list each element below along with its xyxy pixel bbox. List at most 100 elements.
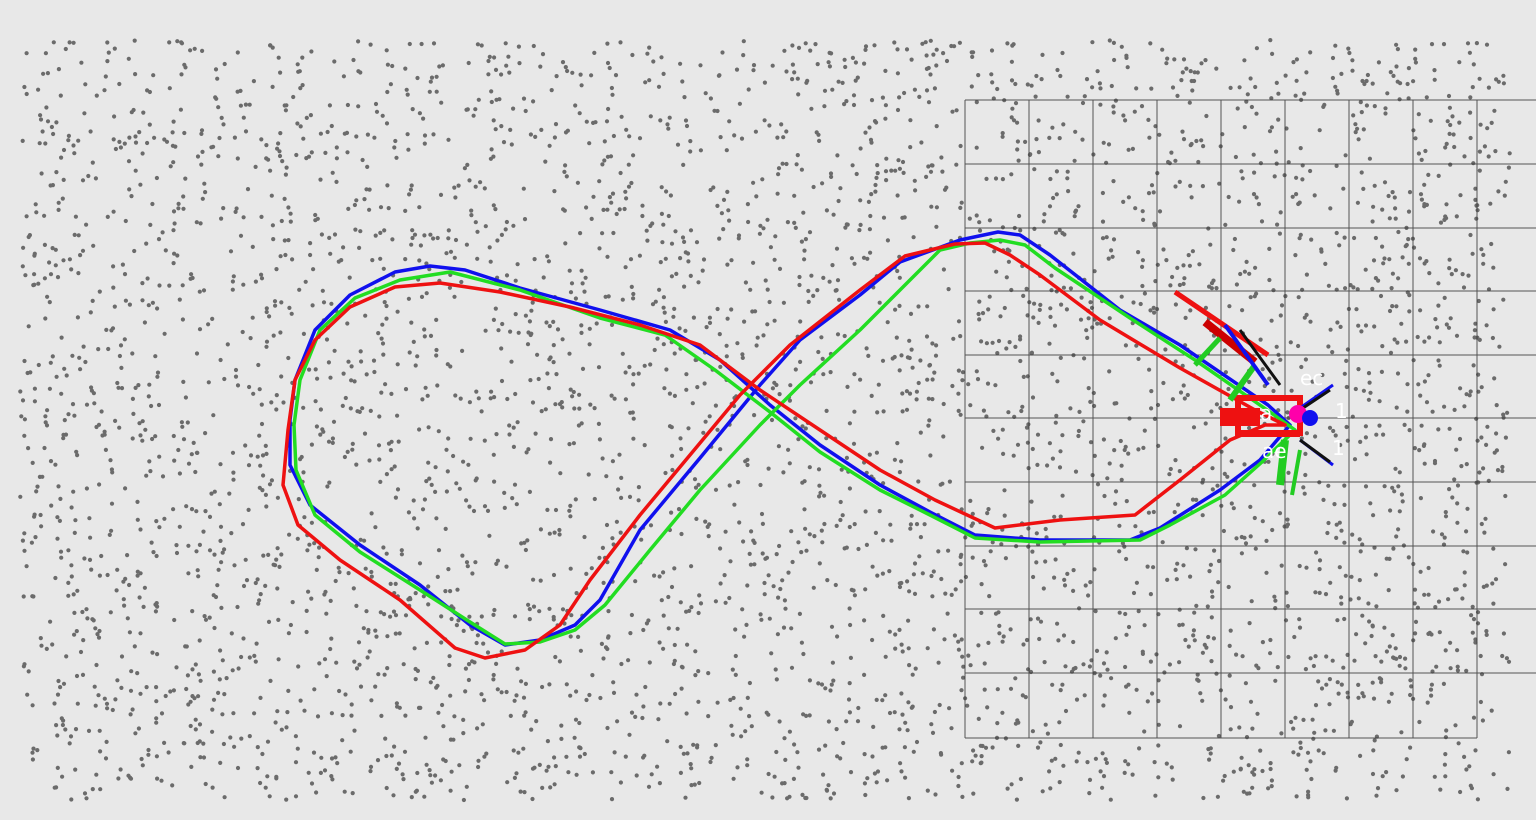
cloud-point	[847, 524, 852, 530]
cloud-point	[420, 397, 425, 402]
cloud-point	[584, 571, 589, 577]
cloud-point	[369, 698, 374, 703]
cloud-point	[435, 683, 440, 688]
cloud-point	[360, 406, 365, 411]
cloud-point	[778, 586, 783, 592]
cloud-point	[1268, 761, 1273, 766]
cloud-point	[1455, 501, 1460, 506]
cloud-point	[1105, 476, 1110, 481]
cloud-point	[765, 217, 770, 222]
cloud-point	[897, 368, 902, 373]
cloud-point	[1388, 508, 1393, 513]
cloud-point	[726, 208, 731, 213]
cloud-point	[1216, 558, 1222, 564]
cloud-point	[885, 238, 891, 243]
cloud-point	[597, 555, 602, 561]
cloud-point	[216, 105, 221, 110]
cloud-point	[539, 127, 544, 132]
cloud-point	[1313, 703, 1319, 708]
cloud-point	[391, 609, 397, 614]
cloud-point	[20, 138, 25, 143]
cloud-point	[845, 384, 850, 389]
cloud-point	[540, 785, 545, 791]
cloud-point	[1183, 315, 1188, 320]
cloud-point	[385, 183, 390, 188]
cloud-point	[1058, 355, 1063, 360]
cloud-point	[120, 262, 125, 267]
cloud-point	[695, 743, 700, 748]
cloud-point	[946, 287, 951, 292]
cloud-point	[1443, 752, 1448, 757]
cloud-point	[91, 243, 96, 248]
cloud-point	[1237, 199, 1242, 204]
cloud-point	[1457, 60, 1462, 65]
cloud-point	[853, 78, 858, 83]
cloud-point	[1085, 760, 1090, 765]
cloud-point	[1009, 78, 1015, 83]
cloud-point	[228, 249, 234, 254]
cloud-point	[777, 543, 782, 549]
cloud-point	[672, 393, 678, 398]
cloud-point	[72, 610, 77, 616]
cloud-point	[473, 478, 478, 483]
cloud-point	[1363, 435, 1368, 440]
cloud-point	[328, 646, 333, 652]
cloud-point	[174, 550, 180, 556]
cloud-point	[1350, 58, 1355, 63]
cloud-point	[1000, 177, 1006, 182]
cloud-point	[1124, 556, 1129, 562]
cloud-point	[251, 391, 256, 396]
cloud-point	[715, 203, 720, 208]
cloud-point	[708, 187, 713, 193]
cloud-point	[1456, 741, 1461, 746]
cloud-point	[427, 768, 432, 773]
cloud-point	[1358, 549, 1363, 554]
robot-pose-icon[interactable]: ec a ae 1 1	[1173, 289, 1348, 496]
cloud-point	[162, 740, 167, 746]
cloud-point	[1327, 677, 1332, 682]
cloud-point	[682, 284, 687, 289]
cloud-point	[969, 523, 974, 528]
cloud-point	[1222, 773, 1227, 779]
cloud-point	[1442, 535, 1447, 540]
cloud-point	[1029, 351, 1034, 356]
cloud-point	[55, 765, 60, 771]
cloud-point	[906, 618, 911, 623]
cloud-point	[932, 370, 937, 375]
cloud-point	[627, 494, 633, 499]
cloud-point	[1350, 68, 1355, 73]
cloud-point	[1468, 110, 1473, 115]
cloud-point	[1021, 293, 1026, 298]
cloud-point	[73, 518, 78, 523]
cloud-point	[724, 354, 729, 359]
cloud-point	[104, 327, 109, 332]
cloud-point	[203, 190, 208, 195]
cloud-point	[212, 625, 217, 631]
cloud-point	[737, 101, 743, 106]
cloud-point	[1452, 407, 1457, 412]
cloud-point	[787, 398, 793, 403]
cloud-point	[1392, 489, 1397, 494]
cloud-point	[447, 654, 452, 659]
cloud-point	[391, 793, 396, 798]
cloud-point	[1114, 401, 1119, 406]
cloud-point	[1324, 654, 1329, 659]
cloud-point	[122, 337, 127, 342]
cloud-point	[1454, 333, 1460, 338]
cloud-point	[986, 640, 991, 646]
cloud-point	[422, 794, 427, 799]
cloud-point	[1467, 50, 1472, 55]
cloud-point	[102, 429, 107, 434]
cloud-point	[1152, 760, 1157, 765]
cloud-point	[202, 181, 207, 186]
cloud-point	[399, 548, 404, 553]
cloud-point	[379, 713, 384, 719]
cloud-point	[684, 372, 689, 377]
cloud-point	[770, 386, 776, 391]
cloud-point	[409, 795, 414, 800]
cloud-point	[1432, 461, 1438, 466]
cloud-point	[1063, 708, 1069, 714]
cloud-point	[128, 776, 134, 781]
cloud-point	[1244, 735, 1250, 740]
